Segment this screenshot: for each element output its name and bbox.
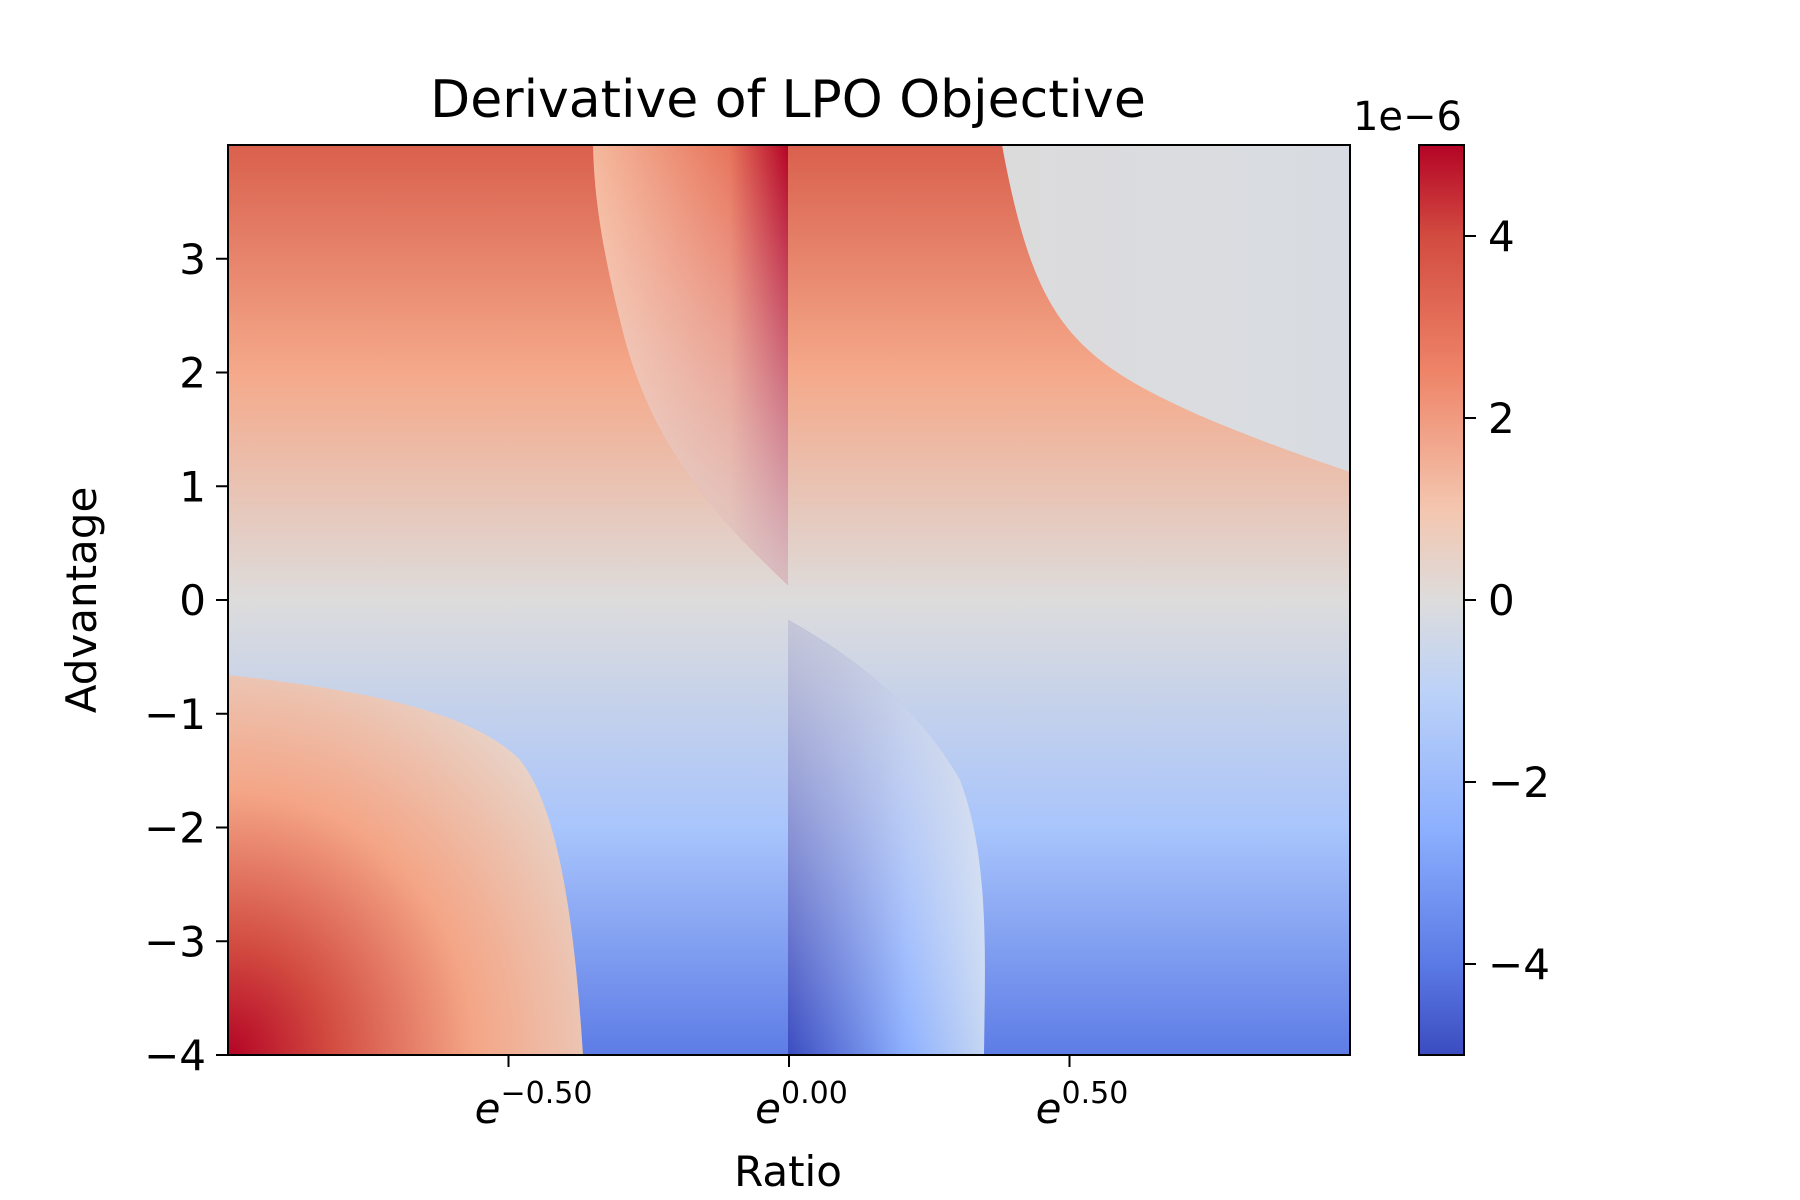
colorbar-tick-label: 0 [1488, 576, 1515, 625]
y-tick-label: 1 [179, 462, 206, 511]
x-axis-label: Ratio [734, 1147, 842, 1196]
y-tick-label: −1 [144, 690, 206, 739]
y-tick-label: 0 [179, 576, 206, 625]
y-tick-label: −2 [144, 804, 206, 853]
colorbar-tick-label: 2 [1488, 394, 1515, 443]
heatmap-region-upper-right [1002, 145, 1350, 472]
y-axis-label: Advantage [57, 487, 106, 714]
y-tick-label: −3 [144, 917, 206, 966]
y-tick-label: 2 [179, 349, 206, 398]
colorbar-tick-label: 4 [1488, 212, 1515, 261]
x-tick-label-base: e [475, 1084, 501, 1133]
colorbar-offset-label: 1e−6 [1353, 94, 1462, 140]
colorbar-gradient [1418, 144, 1465, 1056]
heatmap-region-upper-center-fade [593, 145, 788, 585]
colorbar-tick-label: −4 [1488, 940, 1550, 989]
x-tick-label-base: e [755, 1084, 781, 1133]
y-axis-ticks: 3 2 1 0 −1 −2 −3 −4 [144, 235, 228, 1080]
heatmap-region-lower-left [228, 675, 583, 1055]
x-tick-label-exponent: −0.50 [501, 1076, 593, 1111]
colorbar: 1e−6 4 2 0 −2 −4 [1353, 94, 1550, 1056]
colorbar-tick-label: −2 [1488, 758, 1550, 807]
x-axis-ticks: e −0.50 e 0.00 e 0.50 [475, 1055, 1129, 1133]
y-tick-label: 3 [179, 235, 206, 284]
x-tick-label-exponent: 0.50 [1062, 1076, 1129, 1111]
x-tick-label-base: e [1036, 1084, 1062, 1133]
y-tick-label: −4 [144, 1031, 206, 1080]
heatmap-image [228, 145, 1350, 1055]
colorbar-ticks: 4 2 0 −2 −4 [1464, 212, 1550, 989]
x-tick-label-exponent: 0.00 [781, 1076, 848, 1111]
heatmap-region-lower-center-fade [788, 620, 985, 1055]
chart-title: Derivative of LPO Objective [430, 70, 1146, 130]
